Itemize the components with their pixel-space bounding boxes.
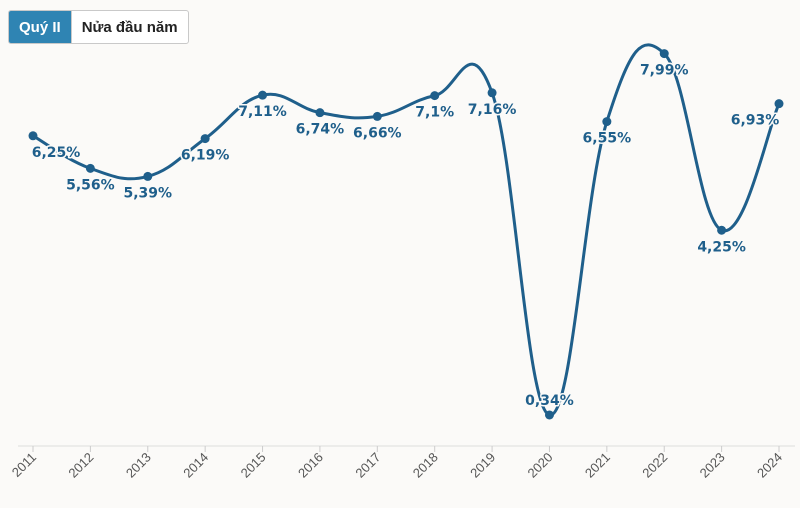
x-tick-label-2013: 2013 [123, 450, 154, 481]
data-point-2022 [659, 49, 669, 59]
x-tick-label-2014: 2014 [180, 450, 211, 481]
x-tick-label-2017: 2017 [352, 450, 383, 481]
data-point-2017 [372, 111, 382, 121]
data-point-2018 [430, 91, 440, 101]
series-line [31, 43, 781, 417]
data-label-2012: 5,56% [66, 177, 115, 193]
data-label-2018: 7,1% [415, 105, 454, 121]
data-point-2011 [28, 131, 38, 141]
tab-first-half[interactable]: Nửa đầu năm [70, 11, 188, 43]
data-labels: 6,25% 5,56% 5,39% 6,19% 7,11% 6,74% 6,66% 7,1% 7… [30, 61, 781, 410]
x-tick-label-2024: 2024 [754, 450, 785, 481]
data-label-2024: 6,93% [731, 113, 780, 129]
data-point-2015 [258, 90, 268, 100]
data-point-2024 [774, 99, 784, 109]
x-tick-label-2022: 2022 [639, 450, 670, 481]
data-point-2013 [143, 171, 153, 181]
data-label-2015: 7,11% [238, 104, 287, 120]
x-tick-label-2018: 2018 [410, 450, 441, 481]
data-label-2017: 6,66% [353, 125, 402, 141]
tab-quarter-2[interactable]: Quý II [9, 11, 71, 43]
x-tick-label-2015: 2015 [238, 450, 269, 481]
x-tick-label-2019: 2019 [467, 450, 498, 481]
data-label-2016: 6,74% [296, 122, 345, 138]
x-tick-label-2016: 2016 [295, 450, 326, 481]
data-point-2014 [200, 134, 210, 144]
data-label-2021: 6,55% [583, 131, 632, 147]
data-label-2022: 7,99% [640, 63, 689, 79]
data-label-2020: 0,34% [525, 393, 574, 409]
x-tick-label-2023: 2023 [697, 450, 728, 481]
data-point-2020 [544, 410, 554, 420]
data-label-2013: 5,39% [123, 185, 172, 201]
data-point-2012 [85, 163, 95, 173]
data-points [28, 49, 784, 420]
data-point-2016 [315, 108, 325, 118]
data-label-2019: 7,16% [468, 102, 517, 118]
data-point-2023 [717, 225, 727, 235]
x-tick-label-2020: 2020 [525, 450, 556, 481]
x-tick-label-2021: 2021 [582, 450, 613, 481]
data-label-2023: 4,25% [697, 239, 746, 255]
x-tick-label-2012: 2012 [65, 450, 96, 481]
x-tick-label-2011: 2011 [9, 450, 39, 480]
data-point-2021 [602, 117, 612, 127]
data-point-2019 [487, 88, 497, 98]
data-label-2014: 6,19% [181, 148, 230, 164]
x-axis-ticks: 2011 2012 2013 2014 2015 2016 2017 2018 2019 2020… [9, 446, 785, 481]
period-tabs: Quý II Nửa đầu năm [8, 10, 189, 44]
data-label-2011: 6,25% [32, 145, 81, 161]
